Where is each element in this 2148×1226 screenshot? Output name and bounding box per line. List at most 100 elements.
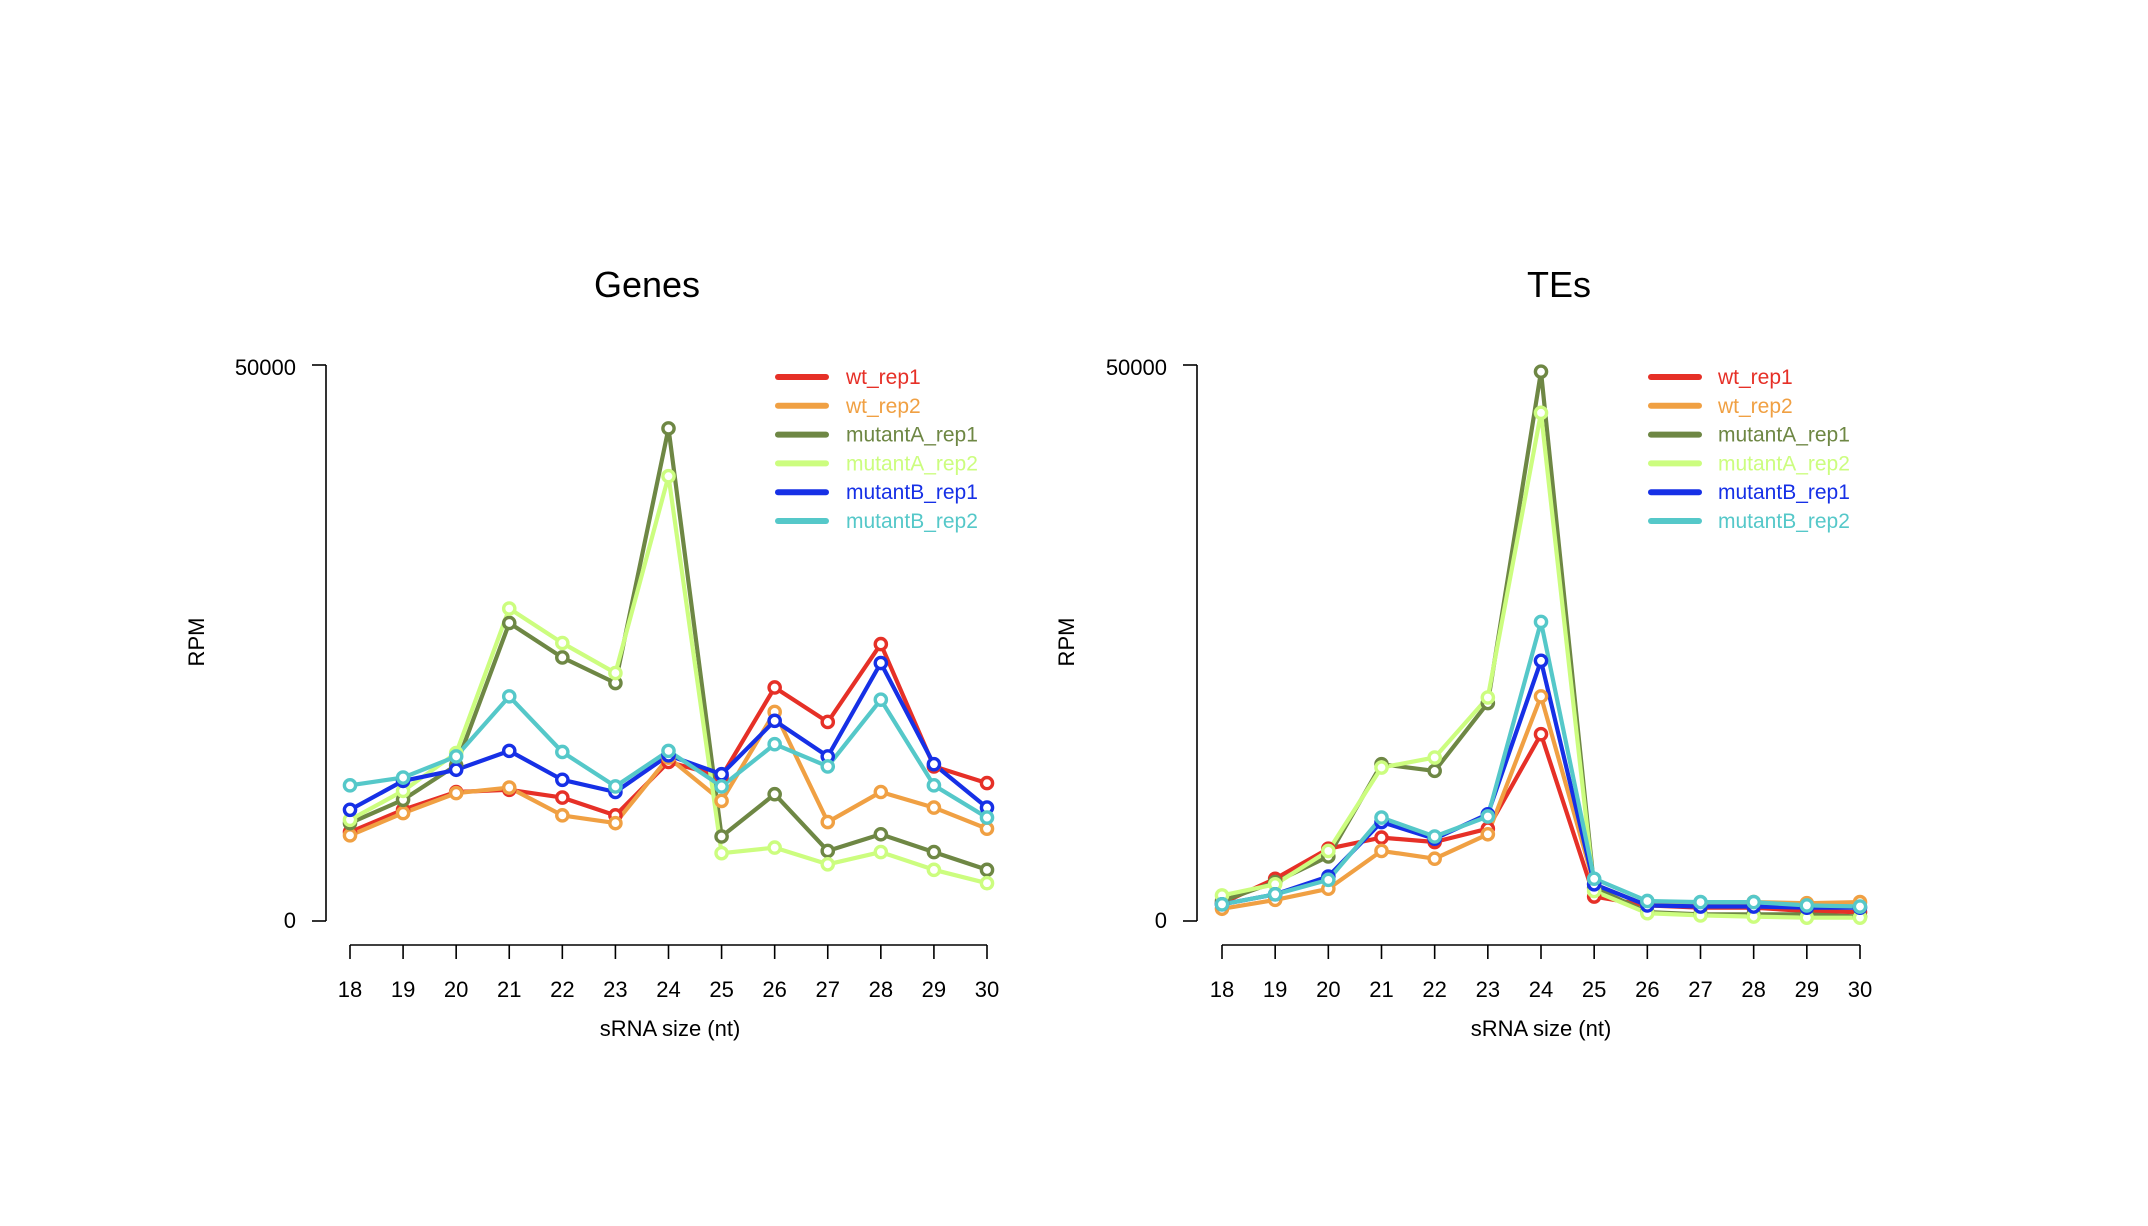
data-point-wt_rep2 [1533, 689, 1549, 704]
data-point-mutantA_rep1 [873, 826, 889, 842]
data-point-mutantA_rep2 [1533, 405, 1549, 421]
data-point-mutantB_rep2 [1640, 893, 1655, 909]
data-point-mutantB_rep1 [926, 756, 942, 772]
x-tick-label: 24 [1529, 977, 1553, 1002]
data-point-mutantB_rep1 [555, 772, 570, 788]
data-point-wt_rep2 [555, 808, 570, 823]
data-point-mutantA_rep2 [661, 468, 676, 484]
x-tick-label: 18 [1210, 977, 1234, 1002]
data-point-wt_rep2 [608, 815, 623, 831]
series-line-wt_rep1 [1221, 732, 1861, 915]
data-point-mutantB_rep2 [1267, 887, 1283, 902]
data-point-mutantB_rep2 [395, 770, 411, 785]
data-point-mutantB_rep1 [873, 655, 889, 671]
data-point-mutantA_rep2 [1321, 843, 1336, 859]
x-axis-label: sRNA size (nt) [600, 1016, 741, 1041]
data-point-wt_rep2 [395, 805, 411, 821]
x-tick-label: 22 [550, 977, 574, 1002]
data-point-wt_rep2 [501, 780, 517, 795]
x-tick-label: 19 [391, 977, 415, 1002]
x-tick-label: 25 [709, 977, 733, 1002]
data-point-mutantA_rep1 [714, 829, 729, 844]
series-line-mutantB_rep1 [348, 660, 989, 812]
data-point-mutantB_rep2 [873, 692, 889, 708]
y-tick-label-max: 50000 [235, 355, 296, 380]
data-point-mutantA_rep2 [979, 875, 995, 891]
data-point-wt_rep1 [873, 636, 889, 652]
data-point-mutantB_rep1 [714, 766, 729, 782]
data-point-wt_rep2 [926, 800, 942, 815]
data-point-wt_rep1 [1533, 726, 1549, 742]
data-point-mutantB_rep2 [1321, 872, 1336, 888]
x-tick-label: 24 [656, 977, 680, 1002]
data-point-mutantA_rep2 [501, 601, 517, 616]
data-point-mutantB_rep1 [501, 743, 517, 759]
data-point-mutantB_rep2 [1533, 614, 1549, 630]
data-point-wt_rep2 [820, 814, 836, 830]
data-point-wt_rep1 [820, 714, 836, 730]
data-point-mutantB_rep2 [448, 749, 464, 764]
data-point-mutantA_rep2 [608, 665, 623, 681]
legend-label-wt_rep1: wt_rep1 [845, 366, 921, 389]
data-point-mutantB_rep2 [979, 810, 995, 825]
x-tick-label: 19 [1263, 977, 1287, 1002]
x-tick-label: 22 [1422, 977, 1446, 1002]
x-axis-label: sRNA size (nt) [1471, 1016, 1612, 1041]
x-tick-label: 18 [338, 977, 362, 1002]
data-point-mutantA_rep1 [501, 615, 517, 631]
data-point-mutantB_rep2 [1480, 809, 1496, 824]
y-axis-label: RPM [1054, 618, 1079, 667]
data-point-mutantB_rep2 [1427, 829, 1442, 844]
legend-label-wt_rep1: wt_rep1 [1717, 366, 1793, 389]
data-point-wt_rep2 [1480, 826, 1496, 842]
tes-chart-panel: TEs sRNA size (nt) RPM 50000 0 18 19 20 21 2… [1054, 264, 1872, 1041]
data-point-wt_rep2 [873, 784, 889, 800]
data-point-wt_rep1 [767, 680, 782, 695]
data-point-mutantB_rep2 [1852, 899, 1868, 914]
data-point-mutantA_rep1 [555, 650, 570, 665]
x-tick-label: 26 [762, 977, 786, 1002]
legend-label-mutantB_rep1: mutantB_rep1 [846, 481, 978, 504]
data-point-mutantB_rep1 [1533, 653, 1549, 669]
legend-label-mutantB_rep2: mutantB_rep2 [1718, 510, 1850, 533]
x-tick-label: 29 [1795, 977, 1819, 1002]
y-tick-label-zero: 0 [284, 908, 296, 933]
x-tick-label: 27 [1688, 977, 1712, 1002]
data-point-mutantB_rep2 [714, 779, 729, 794]
data-point-wt_rep2 [342, 828, 358, 843]
x-tick-label: 27 [816, 977, 840, 1002]
data-point-mutantB_rep2 [1746, 894, 1761, 910]
data-point-mutantB_rep2 [1374, 810, 1389, 825]
data-point-mutantA_rep1 [979, 862, 995, 878]
x-tick-label: 25 [1582, 977, 1606, 1002]
legend-label-mutantA_rep1: mutantA_rep1 [1718, 424, 1850, 447]
x-tick-label: 30 [975, 977, 999, 1002]
data-point-mutantA_rep1 [767, 786, 782, 802]
chart-title: Genes [594, 264, 700, 305]
data-point-mutantA_rep1 [820, 843, 836, 859]
data-point-mutantB_rep2 [501, 689, 517, 704]
data-point-mutantB_rep2 [1693, 894, 1708, 910]
data-point-mutantA_rep2 [1427, 750, 1442, 765]
data-point-mutantB_rep2 [608, 779, 623, 794]
data-point-mutantA_rep1 [1427, 763, 1442, 779]
data-point-mutantA_rep1 [926, 844, 942, 860]
x-tick-label: 21 [1369, 977, 1393, 1002]
legend-label-mutantA_rep2: mutantA_rep2 [1718, 452, 1850, 475]
data-point-mutantA_rep2 [873, 844, 889, 860]
data-point-mutantA_rep2 [926, 862, 942, 878]
data-point-mutantA_rep1 [1533, 364, 1549, 379]
data-point-wt_rep2 [448, 785, 464, 801]
data-point-mutantA_rep2 [820, 856, 836, 872]
legend-label-mutantA_rep2: mutantA_rep2 [846, 452, 978, 475]
data-point-mutantA_rep1 [661, 421, 676, 436]
x-tick-label: 23 [603, 977, 627, 1002]
data-point-wt_rep2 [1374, 843, 1389, 859]
chart-title: TEs [1527, 264, 1591, 305]
x-tick-label: 29 [922, 977, 946, 1002]
data-point-mutantA_rep2 [714, 845, 729, 861]
x-tick-label: 30 [1848, 977, 1872, 1002]
y-tick-label-zero: 0 [1155, 908, 1167, 933]
data-point-mutantB_rep1 [342, 802, 358, 818]
